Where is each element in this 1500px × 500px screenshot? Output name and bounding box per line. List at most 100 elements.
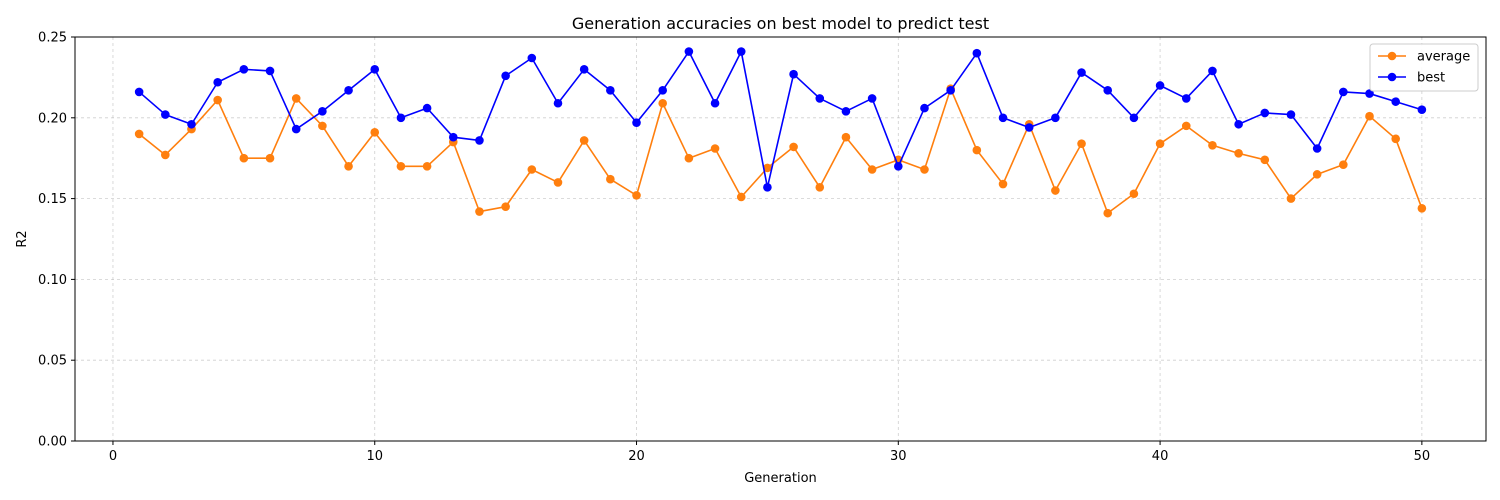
average-point [1077, 139, 1086, 148]
best-point [239, 65, 249, 74]
best-point [134, 87, 144, 97]
best-point [1365, 89, 1374, 98]
average-point [1234, 149, 1243, 158]
best-point [606, 86, 615, 95]
best-point [763, 182, 772, 192]
average-point [684, 153, 694, 163]
best-point [344, 86, 353, 95]
average-point [658, 98, 667, 108]
x-tick-label: 30 [890, 449, 907, 464]
best-point [1024, 123, 1034, 132]
best-point [1260, 108, 1270, 118]
best-point [841, 107, 851, 116]
x-tick-label: 0 [109, 449, 117, 464]
x-axis-title: Generation [744, 471, 817, 486]
average-point [1208, 140, 1217, 150]
average-point [920, 165, 929, 174]
best-point [291, 124, 301, 134]
best-point [318, 107, 327, 116]
best-point [1181, 94, 1191, 103]
average-point [972, 145, 982, 155]
axis-ticks: 0 10 20 30 40 50 0.00 0.05 0.10 0.15 0.20 0.25 [38, 31, 1430, 465]
best-point [894, 161, 903, 171]
best-point [632, 118, 641, 127]
plot-frame [74, 36, 1487, 442]
average-point [841, 132, 851, 142]
average-point [1391, 134, 1400, 144]
average-point [1312, 170, 1322, 179]
average-point [475, 207, 484, 216]
best-point [1339, 87, 1348, 97]
best-point [1077, 68, 1086, 77]
average-point [763, 163, 772, 173]
y-tick-label: 0.15 [38, 192, 67, 207]
best-point [187, 119, 196, 129]
average-line [138, 87, 1423, 214]
best-point [684, 47, 694, 56]
best-point [789, 69, 798, 79]
average-point [1286, 194, 1296, 203]
best-point [1103, 86, 1113, 95]
y-tick-label: 0.25 [38, 31, 67, 46]
average-point [1051, 186, 1060, 195]
best-point [265, 66, 275, 76]
average-point [1365, 111, 1374, 121]
best-point [1234, 119, 1243, 129]
best-point [920, 103, 929, 113]
y-tick-label: 0.10 [38, 273, 67, 288]
y-tick-label: 0.20 [38, 111, 67, 126]
average-point [370, 128, 380, 137]
average-point [1260, 155, 1270, 165]
average-point [710, 144, 720, 153]
best-point [1208, 66, 1217, 76]
best-point [396, 113, 406, 123]
best-point [946, 86, 955, 95]
series-best [134, 47, 1427, 192]
x-tick-label: 40 [1152, 449, 1169, 464]
best-point [553, 98, 563, 108]
x-tick-label: 20 [628, 449, 645, 464]
best-point [213, 77, 222, 87]
average-point [606, 174, 615, 184]
best-point [1417, 105, 1427, 115]
legend-marker-best [1387, 72, 1397, 82]
series-average [134, 84, 1427, 218]
best-point [579, 65, 589, 74]
best-point [448, 132, 458, 142]
best-point [422, 103, 432, 113]
legend: average best [1369, 43, 1479, 92]
average-point [501, 202, 510, 211]
average-point [527, 165, 537, 174]
best-point [1129, 113, 1139, 123]
y-axis-title: R2 [15, 230, 30, 247]
best-point [736, 47, 746, 56]
average-point [161, 150, 170, 160]
best-point [815, 94, 825, 103]
best-line [138, 50, 1423, 189]
legend-marker-average [1387, 51, 1397, 61]
best-point [1312, 144, 1322, 153]
average-point [1181, 121, 1191, 131]
x-tick-label: 50 [1414, 449, 1431, 464]
average-point [579, 136, 589, 145]
best-point [161, 110, 170, 119]
average-point [396, 161, 406, 171]
best-point [475, 136, 484, 145]
best-point [1155, 81, 1165, 90]
best-point [370, 65, 380, 74]
best-point [972, 48, 982, 58]
average-point [789, 142, 798, 152]
average-point [344, 161, 353, 171]
best-point [998, 113, 1008, 123]
average-point [1103, 208, 1113, 218]
average-point [553, 178, 563, 187]
best-point [1391, 97, 1400, 106]
y-tick-label: 0.00 [38, 435, 67, 450]
average-point [1339, 160, 1348, 169]
best-point [1051, 113, 1060, 123]
best-point [867, 94, 877, 103]
average-point [867, 165, 877, 174]
x-tick-label: 10 [366, 449, 383, 464]
average-point [239, 153, 249, 163]
